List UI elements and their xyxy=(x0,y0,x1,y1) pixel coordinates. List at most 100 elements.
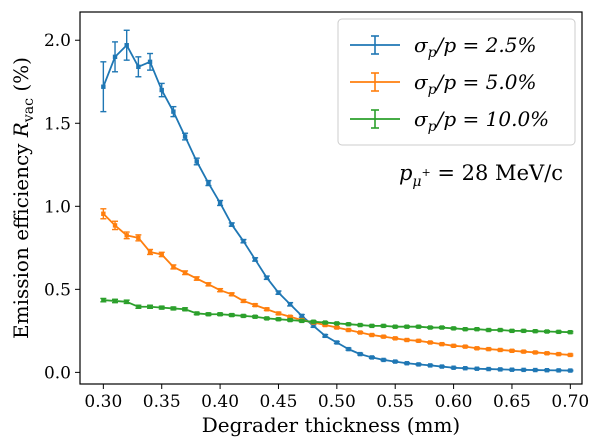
legend-box xyxy=(337,18,576,146)
data-point xyxy=(439,325,445,330)
x-tick-label: 0.65 xyxy=(493,392,531,412)
axes-frame xyxy=(79,11,583,385)
data-point xyxy=(393,324,398,329)
data-point xyxy=(147,249,153,255)
data-point xyxy=(509,348,515,353)
data-point xyxy=(311,319,316,324)
legend-label: σp/p = 2.5% xyxy=(414,33,536,61)
data-point xyxy=(393,336,398,341)
data-point xyxy=(381,334,386,339)
y-axis-label-symbol: R xyxy=(9,122,33,138)
legend-subscript: p xyxy=(428,82,437,98)
data-point xyxy=(159,87,164,93)
data-point xyxy=(369,332,375,338)
data-point xyxy=(357,351,363,357)
legend: σp/p = 2.5% σp/p = 5.0% σp/p = 10.0% xyxy=(337,18,576,146)
legend-label: σp/p = 10.0% xyxy=(414,107,549,135)
data-point xyxy=(521,349,526,354)
data-point xyxy=(159,252,164,257)
data-point xyxy=(241,298,246,304)
data-point xyxy=(182,134,188,139)
data-point xyxy=(463,326,468,332)
data-point xyxy=(428,363,433,368)
data-point xyxy=(276,317,281,322)
data-point xyxy=(556,351,561,357)
data-point xyxy=(463,366,468,371)
data-point xyxy=(112,54,118,60)
data-point xyxy=(112,298,118,304)
data-point xyxy=(486,346,491,352)
data-point xyxy=(217,312,223,317)
series-3 xyxy=(100,297,574,335)
data-point xyxy=(182,270,188,275)
legend-value: /p = 5.0% xyxy=(435,70,537,94)
data-point xyxy=(136,304,141,309)
data-point xyxy=(498,327,503,333)
data-point xyxy=(381,323,386,329)
data-point xyxy=(334,321,340,326)
legend-value: /p = 10.0% xyxy=(435,107,550,131)
data-point xyxy=(206,180,211,186)
x-tick-label: 0.50 xyxy=(318,392,356,412)
data-point xyxy=(112,223,118,228)
data-point xyxy=(276,290,281,295)
data-point xyxy=(357,330,363,335)
data-point xyxy=(393,359,398,364)
x-axis-label: Degrader thickness (mm) xyxy=(202,413,461,437)
data-point xyxy=(101,297,106,303)
data-point xyxy=(404,361,410,366)
x-tick-label: 0.60 xyxy=(435,392,473,412)
legend-sigma: σ xyxy=(414,70,429,94)
data-point xyxy=(252,302,258,308)
data-point xyxy=(136,64,141,70)
data-point xyxy=(509,367,515,372)
data-point xyxy=(556,368,561,373)
data-point xyxy=(206,282,211,287)
data-point xyxy=(533,328,538,334)
series-2 xyxy=(100,208,574,358)
momentum-annotation: pμ+ = 28 MeV/c xyxy=(399,161,563,190)
data-point xyxy=(311,323,316,329)
data-point xyxy=(182,307,188,312)
legend-sigma: σ xyxy=(414,107,429,131)
data-point xyxy=(533,350,538,355)
x-tick-label: 0.55 xyxy=(376,392,414,412)
data-point xyxy=(439,364,445,369)
data-point xyxy=(357,322,363,328)
data-point xyxy=(346,327,351,333)
data-point xyxy=(287,317,293,323)
data-point xyxy=(229,222,234,227)
data-point xyxy=(159,305,164,310)
data-point xyxy=(147,59,153,65)
data-point xyxy=(509,328,515,334)
data-point xyxy=(124,299,129,304)
data-point xyxy=(101,84,106,89)
y-axis-label-unit: (%) xyxy=(9,57,33,98)
data-point xyxy=(544,329,550,334)
data-point xyxy=(299,318,305,324)
data-point xyxy=(287,314,293,319)
series-line xyxy=(102,213,571,356)
data-point xyxy=(521,328,526,334)
data-point xyxy=(568,352,573,358)
data-point xyxy=(486,366,491,372)
data-point xyxy=(264,316,269,321)
data-point xyxy=(369,323,375,329)
data-point xyxy=(241,238,246,244)
data-point xyxy=(474,326,480,332)
data-point xyxy=(533,367,538,373)
x-tick-label: 0.30 xyxy=(84,392,122,412)
annotation-superscript: + xyxy=(422,166,431,179)
data-point xyxy=(229,292,234,297)
data-point xyxy=(498,367,503,372)
data-point xyxy=(404,337,410,343)
data-point xyxy=(381,357,386,363)
x-tick-label: 0.35 xyxy=(143,392,181,412)
data-point xyxy=(428,340,433,345)
data-point xyxy=(439,341,445,347)
y-axis-label-main: Emission efficiency xyxy=(9,137,33,339)
y-tick-label: 1.0 xyxy=(44,197,71,217)
data-point xyxy=(252,257,258,262)
data-point xyxy=(217,200,223,206)
